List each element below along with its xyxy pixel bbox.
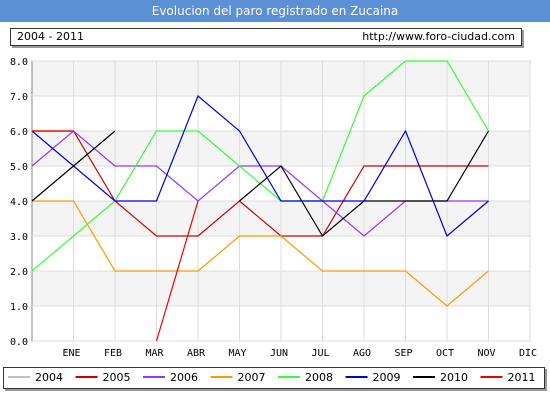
legend-label-2010: 2010 [440,371,468,384]
y-tick-label: 3.0 [10,232,28,243]
legend-label-2009: 2009 [373,371,401,384]
legend [3,367,545,389]
series-line-2007 [32,200,489,307]
series-line-2011 [155,200,199,342]
x-tick-label: FEB [104,348,122,359]
y-tick-label: 2.0 [10,267,28,278]
legend-label-2004: 2004 [35,371,63,384]
legend-label-2007: 2007 [238,371,266,384]
y-tick-label: 0.0 [10,337,28,348]
y-tick-label: 5.0 [10,162,28,173]
x-tick-label: NOV [477,348,495,359]
y-tick-label: 4.0 [10,197,28,208]
legend-label-2005: 2005 [103,371,131,384]
x-tick-label: MAY [228,348,246,359]
x-tick-label: ABR [187,348,206,359]
legend-label-2008: 2008 [305,371,333,384]
info-bar: 2004 - 2011 http://www.foro-ciudad.com [10,28,522,46]
series-line-2010 [31,130,116,202]
y-tick-label: 7.0 [10,92,28,103]
y-tick-label: 8.0 [10,57,28,68]
x-tick-label: MAR [145,348,164,359]
x-tick-label: OCT [436,348,454,359]
legend-label-2011: 2011 [508,371,536,384]
legend-label-2006: 2006 [170,371,198,384]
x-tick-label: DIC [519,348,537,359]
series-line-2009 [31,95,489,237]
series-line-2010 [239,130,490,237]
period-label: 2004 - 2011 [17,30,84,43]
y-tick-label: 1.0 [10,302,28,313]
x-tick-label: ENE [62,348,80,359]
x-tick-label: SEP [394,348,412,359]
x-tick-label: AGO [353,348,371,359]
y-tick-label: 6.0 [10,127,28,138]
series-line-2005 [32,130,489,237]
x-tick-label: JUN [270,348,288,359]
source-url: http://www.foro-ciudad.com [362,30,515,43]
chart-title: Evolucion del paro registrado en Zucaina [0,0,550,22]
x-tick-label: JUL [311,348,329,359]
